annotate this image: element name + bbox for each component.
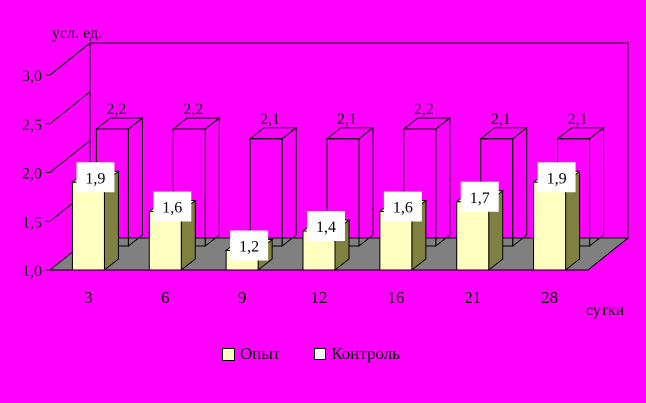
axes: 1,0 1,5 2,0 2,5 3,0 3 6 9 12 16 21 28 [22,68,558,307]
legend: Опыт Контроль [222,344,400,364]
control-bar-side [281,126,297,248]
experiment-data-label: 1,2 [239,239,259,256]
experiment-data-label: 1,4 [316,219,336,236]
data-labels: 2,2 2,2 2,1 2,1 2,2 2,1 2,1 1,9 1,6 1,2 1,4 1,6 1,7 1… [76,101,588,261]
y-gridline [49,42,91,76]
experiment-label-box [537,162,576,193]
y-tick-label: 2,0 [22,166,42,183]
legend-swatch-experiment [222,347,235,361]
experiment-label-box [460,181,499,212]
x-tick-label: 6 [161,288,170,307]
control-data-label: 2,2 [183,101,203,118]
control-bar-side [204,116,220,248]
control-data-label: 2,2 [414,101,434,118]
experiment-data-label: 1,6 [393,200,413,217]
legend-label-experiment: Опыт [240,344,281,363]
experiment-label-box [383,191,422,222]
control-bar [249,138,283,247]
legend-item-experiment: Опыт [222,344,280,364]
control-bar-side [127,116,143,248]
x-tick-label: 28 [541,288,558,307]
x-axis-label: сутки [586,302,625,319]
y-gridline [49,140,91,173]
experiment-bar [456,201,490,271]
control-bar-side [435,116,451,248]
x-tick-label: 21 [464,288,481,307]
y-tick-label: 1,5 [22,214,42,231]
control-data-label: 2,1 [337,111,357,128]
experiment-bar [533,181,567,271]
x-tick-label: 9 [238,288,247,307]
legend-item-control: Контроль [314,344,400,364]
control-bar-side [358,126,374,248]
control-data-label: 2,1 [568,111,588,128]
experiment-data-label: 1,6 [162,200,182,217]
experiment-data-label: 1,9 [547,170,567,187]
y-tick-label: 2,5 [22,117,42,134]
y-gridline [49,91,91,125]
legend-label-control: Контроль [331,344,400,363]
experiment-bar [71,181,105,271]
y-tick-label: 1,0 [22,263,42,280]
control-bar-side [512,126,528,248]
y-axis-label: усл. ед. [52,25,102,42]
control-data-label: 2,1 [260,111,280,128]
control-data-label: 2,1 [491,111,511,128]
experiment-label-box [230,230,269,261]
x-tick-label: 16 [387,288,404,307]
control-data-label: 2,2 [106,101,126,118]
experiment-label-box [153,191,192,222]
y-tick-label: 3,0 [22,68,42,85]
experiment-label-box [307,211,345,241]
control-bar-side [589,126,605,248]
experiment-label-box [76,162,115,193]
legend-swatch-control [314,348,327,360]
experiment-data-label: 1,7 [470,190,490,207]
x-tick-label: 12 [311,288,328,307]
experiment-data-label: 1,9 [85,170,105,187]
x-tick-label: 3 [84,288,93,307]
